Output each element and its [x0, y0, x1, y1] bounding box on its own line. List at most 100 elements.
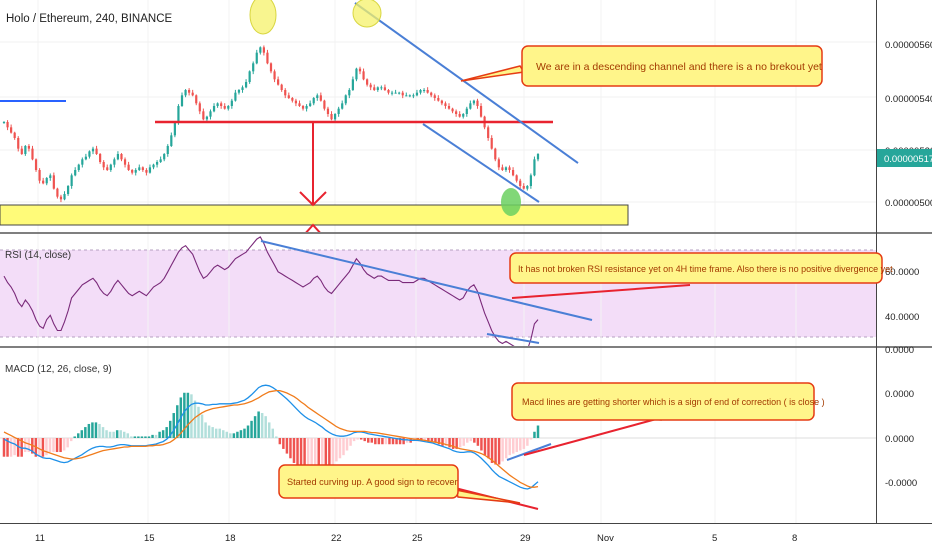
macd-histogram-bar [299, 438, 303, 468]
candle-body [177, 106, 180, 122]
candle-body [223, 106, 226, 109]
candle-body [17, 138, 20, 149]
candle-body [494, 148, 497, 160]
candle-body [63, 194, 66, 200]
candle-body [141, 167, 144, 170]
candle-body [269, 63, 273, 72]
macd-line [3, 384, 539, 490]
macd-histogram-bar [342, 438, 345, 456]
candle-body [351, 79, 354, 90]
macd-histogram-bar [508, 438, 511, 456]
macd-histogram-bar [200, 414, 204, 438]
candle-body [6, 122, 9, 128]
candle-body [526, 186, 529, 189]
macd-histogram-bar [9, 438, 13, 457]
macd-histogram-bar [246, 425, 250, 438]
macd-histogram-bar [147, 436, 151, 438]
candle-body [56, 188, 59, 197]
macd-histogram-bar [87, 423, 91, 438]
candle-body [91, 148, 95, 152]
macd-histogram-bar [130, 436, 133, 438]
candle-body [95, 148, 98, 154]
candle-body [38, 170, 41, 181]
candle-body [102, 162, 105, 168]
candle-body [155, 162, 159, 165]
candle-body [277, 79, 280, 85]
rsi-tick-40: 40.0000 [885, 312, 919, 323]
macd-histogram-bar [236, 431, 239, 438]
candle-body [163, 154, 166, 160]
macd-tick-1: 0.0000 [885, 345, 914, 356]
macd-histogram-bar [328, 438, 331, 467]
macd-histogram-bar [161, 430, 165, 438]
macd-histogram-bar [257, 411, 260, 438]
macd-histogram-bar [98, 423, 101, 438]
candle-body [316, 95, 319, 98]
macd-histogram-bar [158, 431, 161, 438]
time-tick-15: 15 [144, 533, 155, 544]
candle-body [444, 103, 447, 106]
macd-histogram-bar [444, 438, 448, 446]
macd-histogram-bar [338, 438, 342, 459]
candle-body [451, 108, 454, 112]
macd-histogram-bar [476, 438, 480, 446]
breakdown-arrow-tail [305, 223, 321, 232]
macd-histogram-bar [183, 392, 186, 438]
candle-body [398, 92, 401, 94]
macd-hist-trendline [506, 443, 552, 461]
candle-body [508, 167, 511, 170]
candle-body [341, 103, 344, 109]
candle-body [209, 111, 212, 117]
macd-histogram-bar [374, 438, 377, 445]
macd-histogram-bar [292, 438, 296, 463]
candle-body [273, 71, 276, 80]
candle-body [109, 164, 112, 170]
candle-body [20, 148, 23, 154]
candle-body [362, 71, 365, 80]
candle-body [305, 106, 308, 109]
candle-body [159, 159, 162, 162]
candle-body [426, 90, 429, 93]
rsi-tick-60: 60.0000 [885, 267, 919, 278]
macd-histogram-bar [331, 438, 335, 465]
macd-histogram-bar [168, 420, 172, 438]
candle-body [45, 178, 48, 184]
candle-body [440, 100, 443, 104]
candle-body [230, 100, 233, 106]
candle-body [455, 111, 458, 114]
candle-body [479, 106, 483, 117]
candle-body [99, 154, 102, 162]
macd-histogram-bar [501, 438, 504, 462]
macd-histogram-bar [356, 438, 359, 440]
macd-histogram-bar [363, 438, 366, 442]
candle-body [24, 146, 27, 154]
macd-histogram-bar [186, 392, 190, 438]
candle-body [333, 114, 337, 120]
macd-histogram-bar [271, 428, 275, 438]
candle-body [212, 106, 216, 112]
macd-histogram-bar [388, 438, 391, 445]
candle-body [81, 159, 84, 165]
rsi-resistance-line [260, 240, 593, 321]
candle-body [437, 98, 440, 101]
macd-histogram-bar [466, 438, 469, 443]
candle-body [70, 175, 73, 186]
candle-body [319, 95, 322, 101]
macd-histogram-bar [140, 436, 144, 438]
candle-body [244, 82, 248, 88]
macd-histogram-bar [84, 427, 87, 438]
macd-histogram-bar [59, 438, 62, 453]
macd-histogram-bar [80, 430, 84, 438]
macd-histogram-bar [370, 438, 374, 443]
macd-histogram-bar [27, 438, 30, 453]
candle-body [412, 95, 415, 97]
macd-histogram-bar [119, 430, 122, 438]
candle-body [123, 159, 127, 165]
macd-histogram-bar [313, 438, 317, 465]
macd-histogram-bar [434, 438, 437, 443]
macd-histogram-bar [112, 431, 115, 438]
time-tick-18: 18 [225, 533, 236, 544]
macd-histogram-bar [137, 436, 140, 438]
candle-body [415, 92, 419, 96]
